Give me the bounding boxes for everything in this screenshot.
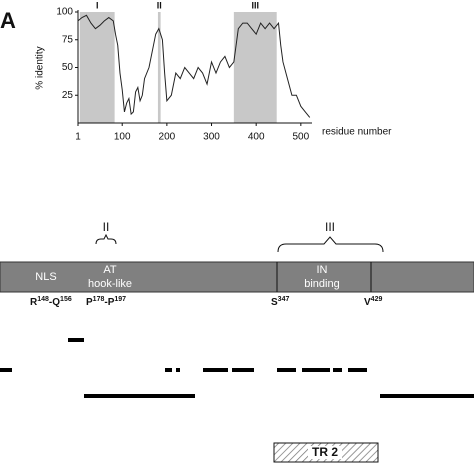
x-tick-label: 300 bbox=[203, 132, 220, 143]
region bbox=[233, 12, 277, 123]
marker: S347 bbox=[271, 296, 289, 308]
y-tick-label: 100 bbox=[56, 7, 73, 18]
bracket bbox=[277, 236, 384, 253]
region-label: II bbox=[157, 0, 162, 10]
protein-bar bbox=[0, 261, 474, 293]
y-tick-label: 50 bbox=[62, 62, 74, 73]
region bbox=[157, 12, 161, 123]
x-axis-label: residue number bbox=[322, 127, 392, 138]
x-tick-label: 500 bbox=[292, 132, 309, 143]
y-tick-label: 75 bbox=[62, 34, 74, 45]
marker: V429 bbox=[364, 296, 382, 308]
region bbox=[79, 12, 115, 123]
domain-label: AT bbox=[103, 264, 117, 276]
domain-label: NLS bbox=[35, 271, 56, 283]
box-label: TR 2 bbox=[312, 445, 338, 459]
marker: R148-Q156 bbox=[30, 296, 72, 308]
bracket-label: III bbox=[325, 220, 335, 234]
domain-label: hook-like bbox=[88, 278, 132, 290]
domain-label: binding bbox=[304, 278, 339, 290]
x-tick-label: 100 bbox=[114, 132, 131, 143]
x-tick-label: 400 bbox=[248, 132, 265, 143]
y-axis-label: % identity bbox=[35, 46, 46, 89]
y-tick-label: 25 bbox=[62, 90, 74, 101]
fragments bbox=[0, 338, 474, 398]
marker: P178-P197 bbox=[86, 296, 126, 308]
region-label: I bbox=[96, 0, 99, 10]
x-tick-label: 1 bbox=[75, 132, 81, 143]
bracket-label: II bbox=[103, 220, 110, 234]
domain-label: IN bbox=[317, 264, 328, 276]
panel-label: A bbox=[0, 8, 16, 33]
x-tick-label: 200 bbox=[159, 132, 176, 143]
region-label: III bbox=[252, 0, 260, 10]
identity-line bbox=[77, 14, 311, 118]
tr2-label-bg bbox=[308, 446, 342, 459]
bracket bbox=[95, 233, 117, 245]
